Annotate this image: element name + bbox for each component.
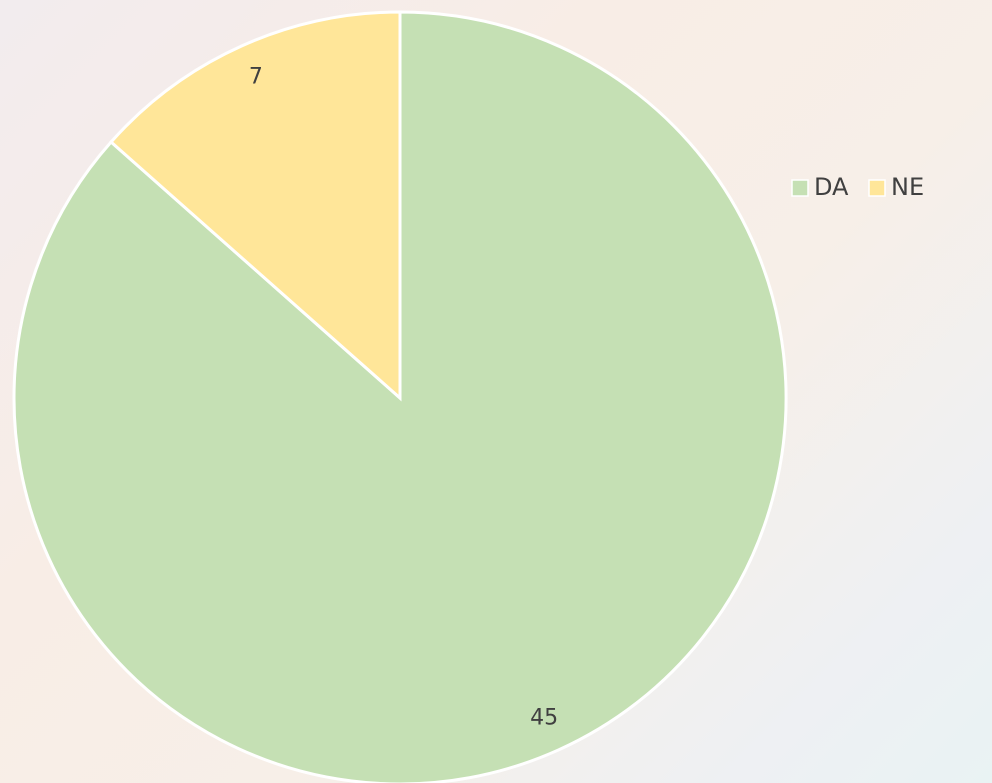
legend-label: NE	[891, 173, 924, 201]
data-label: 7	[249, 65, 263, 90]
legend-swatch	[868, 179, 886, 197]
data-label: 45	[530, 705, 558, 730]
pie-slice	[108, 10, 402, 402]
legend-swatch	[791, 179, 809, 197]
legend-label: DA	[814, 173, 849, 201]
pie-slice	[12, 10, 788, 783]
